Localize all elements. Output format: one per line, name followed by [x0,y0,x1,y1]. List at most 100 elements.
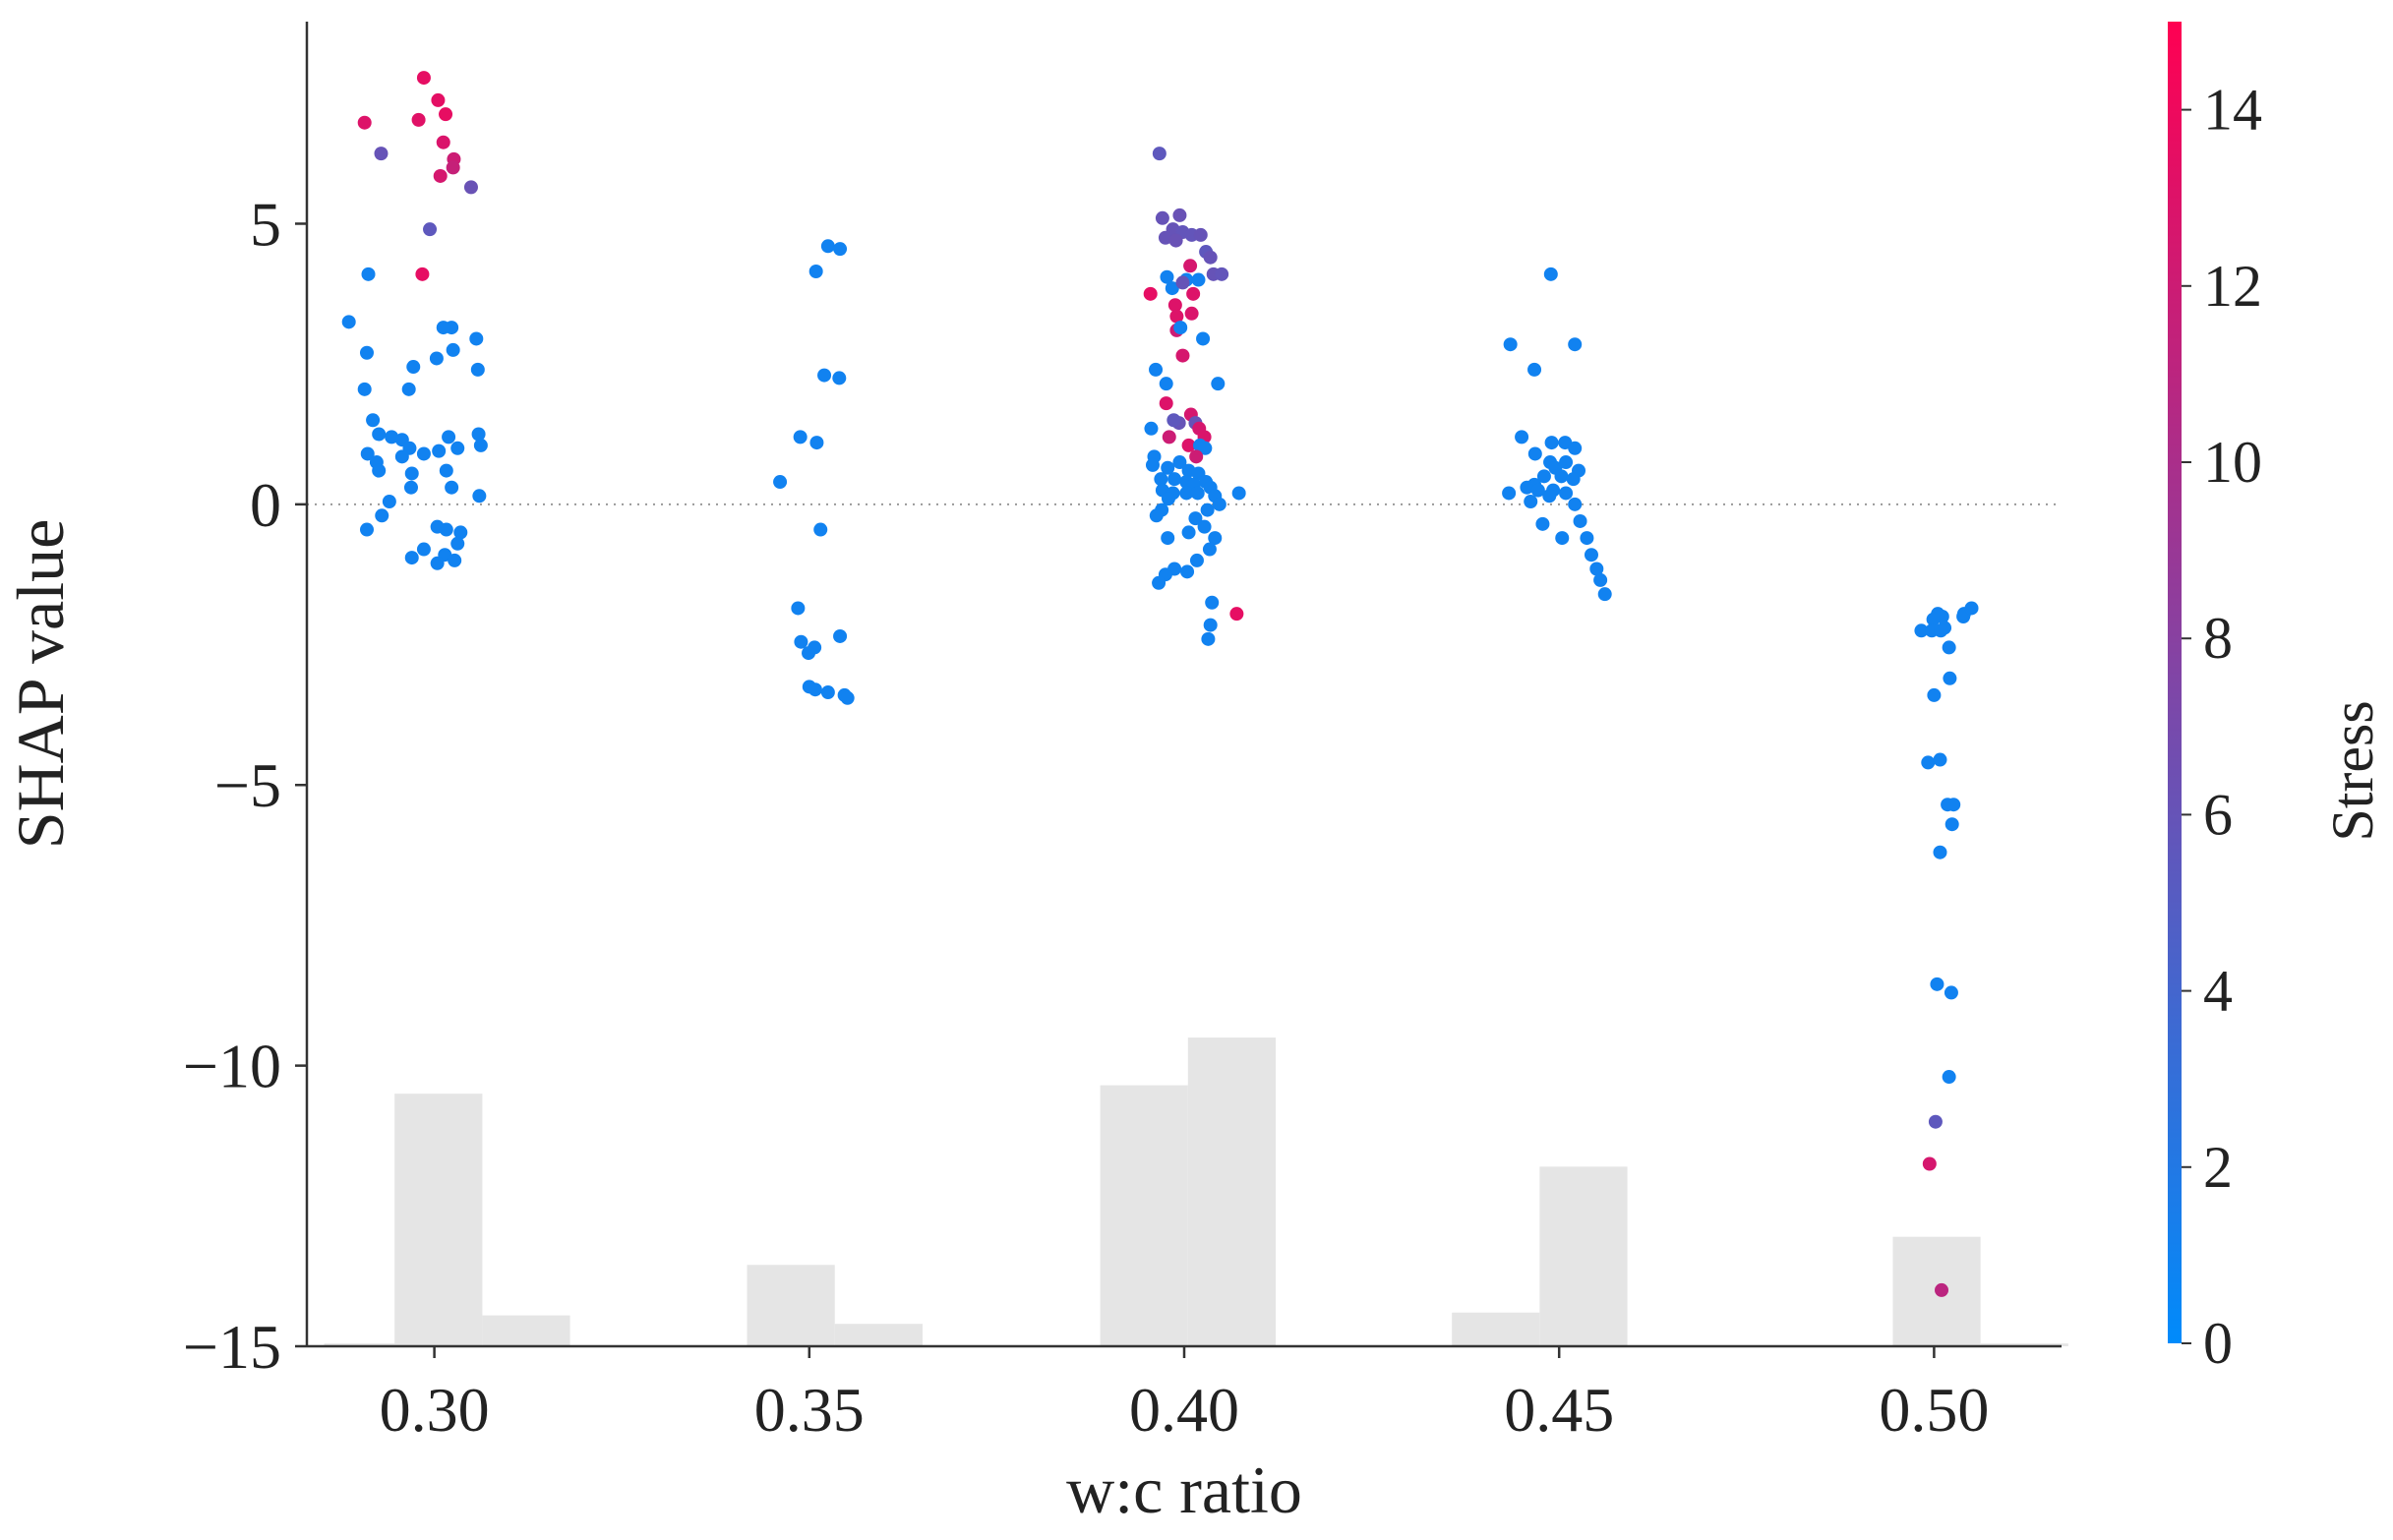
scatter-point [808,682,822,697]
colorbar-tick-label: 8 [2203,606,2233,671]
x-axis-label: w:c ratio [1066,1452,1302,1527]
scatter-point [1144,421,1159,436]
scatter-point [1503,337,1518,352]
scatter-point [1172,207,1187,222]
scatter-point [406,360,421,375]
scatter-point [439,107,453,122]
scatter-point [833,628,848,643]
scatter-point [446,160,460,175]
scatter-point [1927,687,1942,702]
scatter-point [1188,511,1203,526]
scatter-point [1191,272,1206,287]
scatter-point [1229,607,1244,622]
scatter-point [1942,640,1956,655]
colorbar-tick-label: 14 [2203,78,2262,143]
scatter-point [361,267,376,281]
scatter-point [432,444,447,458]
x-tick-label: 0.45 [1504,1375,1614,1445]
scatter-point [1203,618,1218,632]
x-axis-ticks: 0.30 0.35 0.40 0.45 0.50 [380,1346,1989,1445]
scatter-point [1167,298,1182,313]
scatter-point [1964,601,1979,616]
scatter-point [404,466,419,481]
scatter-points [341,71,1979,1297]
scatter-point [341,315,356,329]
scatter-point [1593,572,1608,587]
scatter-point [1542,489,1557,503]
scatter-point [1155,210,1169,225]
colorbar [2168,22,2182,1343]
scatter-point [359,522,374,537]
scatter-point [1934,623,1948,638]
scatter-point [1584,548,1598,563]
scatter-point [1149,362,1164,377]
scatter-point [453,525,468,540]
scatter-point [1167,413,1181,428]
colorbar-ticks: 0 2 4 6 8 10 12 14 [2182,78,2262,1376]
scatter-point [832,371,847,385]
scatter-point [429,351,444,366]
scatter-point [1580,531,1594,546]
scatter-point [470,362,485,377]
scatter-point [1143,286,1158,301]
scatter-point [415,267,430,281]
scatter-point [1161,492,1175,506]
scatter-point [1158,230,1172,245]
scatter-point [1179,486,1194,501]
scatter-point [1165,281,1179,296]
scatter-point [394,449,409,464]
histogram-bar [482,1315,570,1346]
scatter-point [372,427,387,442]
scatter-point [1215,267,1229,281]
scatter-point [1921,755,1936,770]
scatter-point [1159,377,1173,391]
y-tick-label: −15 [183,1312,281,1382]
scatter-point [473,438,488,452]
scatter-point [1527,362,1542,377]
scatter-point [450,536,465,551]
scatter-point [1502,486,1517,501]
scatter-point [404,551,419,565]
y-tick-label: −5 [214,750,281,820]
histogram-bar [1539,1166,1628,1346]
scatter-point [439,522,453,537]
scatter-point [1198,441,1213,455]
scatter-point [808,264,823,278]
scatter-point [359,345,374,360]
scatter-point [1203,250,1218,265]
scatter-point [802,646,816,661]
scatter-point [820,685,835,700]
colorbar-tick-label: 10 [2203,430,2262,495]
scatter-point [1168,233,1183,248]
scatter-point [382,495,396,509]
scatter-point [411,112,426,127]
scatter-point [791,601,806,616]
scatter-point [809,436,824,450]
scatter-point [1926,612,1941,626]
scatter-point [1181,438,1196,452]
x-tick-label: 0.30 [380,1375,490,1445]
scatter-point [817,368,832,383]
scatter-point [1205,595,1220,610]
scatter-point [463,180,478,195]
scatter-point [1933,752,1947,767]
scatter-point [401,382,416,396]
scatter-point [1162,430,1176,444]
scatter-point [385,430,399,444]
histogram-bar [394,1094,483,1346]
scatter-point [374,147,389,161]
scatter-point [1530,483,1545,498]
scatter-point [416,71,431,86]
scatter-point [1149,508,1164,523]
scatter-point [430,556,445,570]
scatter-point [794,634,808,649]
histogram-bar [1452,1312,1540,1346]
y-axis-label: SHAP value [3,519,78,850]
scatter-point [1161,531,1175,546]
scatter-point [1597,587,1612,602]
scatter-point [1186,286,1201,301]
scatter-point [1212,497,1226,511]
colorbar-tick-label: 6 [2203,782,2233,847]
scatter-point [1180,564,1195,579]
